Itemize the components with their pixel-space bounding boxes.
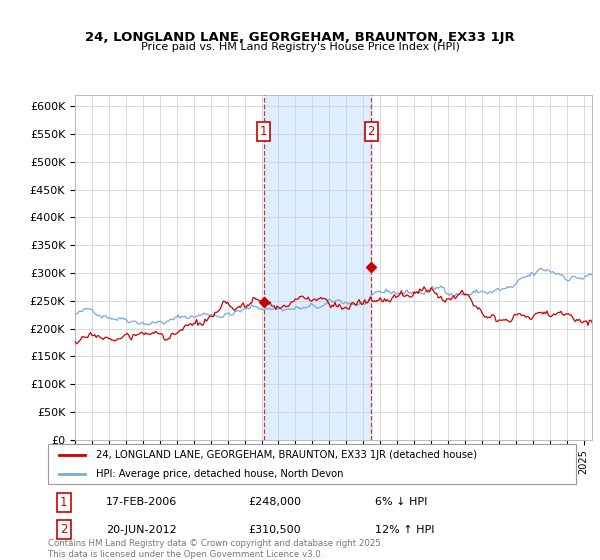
Bar xyxy=(264,95,371,440)
Text: 6% ↓ HPI: 6% ↓ HPI xyxy=(376,497,428,507)
Text: 20-JUN-2012: 20-JUN-2012 xyxy=(106,525,177,535)
Text: Contains HM Land Registry data © Crown copyright and database right 2025.
This d: Contains HM Land Registry data © Crown c… xyxy=(48,539,383,559)
Text: £310,500: £310,500 xyxy=(248,525,301,535)
Text: 24, LONGLAND LANE, GEORGEHAM, BRAUNTON, EX33 1JR (detached house): 24, LONGLAND LANE, GEORGEHAM, BRAUNTON, … xyxy=(95,450,476,460)
Text: 2: 2 xyxy=(60,523,68,536)
Text: 1: 1 xyxy=(260,125,268,138)
Text: 2: 2 xyxy=(367,125,375,138)
Text: 1: 1 xyxy=(60,496,68,508)
Text: 17-FEB-2006: 17-FEB-2006 xyxy=(106,497,178,507)
FancyBboxPatch shape xyxy=(48,444,576,484)
Text: Price paid vs. HM Land Registry's House Price Index (HPI): Price paid vs. HM Land Registry's House … xyxy=(140,42,460,52)
Text: 24, LONGLAND LANE, GEORGEHAM, BRAUNTON, EX33 1JR: 24, LONGLAND LANE, GEORGEHAM, BRAUNTON, … xyxy=(85,31,515,44)
Text: HPI: Average price, detached house, North Devon: HPI: Average price, detached house, Nort… xyxy=(95,469,343,479)
Text: 12% ↑ HPI: 12% ↑ HPI xyxy=(376,525,435,535)
Text: £248,000: £248,000 xyxy=(248,497,302,507)
